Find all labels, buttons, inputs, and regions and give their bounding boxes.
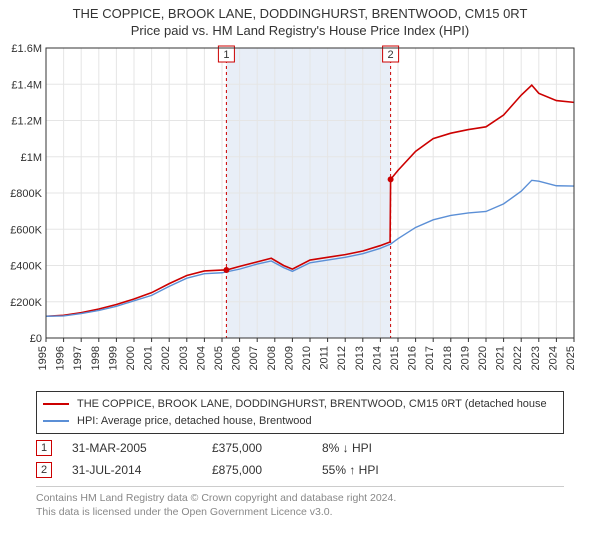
x-axis-tick-label: 2025	[565, 346, 577, 370]
x-axis-tick-label: 2021	[495, 346, 507, 370]
sale-row: 2 31-JUL-2014£875,00055% ↑ HPI	[36, 462, 564, 478]
sale-row-marker: 1	[36, 440, 52, 456]
legend-item: HPI: Average price, detached house, Bren…	[43, 413, 557, 430]
footer-line2: This data is licensed under the Open Gov…	[36, 505, 564, 519]
x-axis-tick-label: 2016	[407, 346, 419, 370]
legend-swatch	[43, 420, 69, 422]
y-axis-tick-label: £1.6M	[11, 44, 42, 55]
x-axis-tick-label: 2020	[477, 346, 489, 370]
x-axis-tick-label: 2013	[354, 346, 366, 370]
sale-row-delta: 8% ↓ HPI	[322, 441, 432, 455]
sale-marker-dot	[388, 176, 394, 182]
y-axis-tick-label: £800K	[10, 188, 42, 200]
x-axis-tick-label: 1995	[37, 346, 49, 370]
sale-marker-dot	[223, 267, 229, 273]
x-axis-tick-label: 2002	[160, 346, 172, 370]
x-axis-tick-label: 1997	[72, 346, 84, 370]
legend-item: THE COPPICE, BROOK LANE, DODDINGHURST, B…	[43, 396, 557, 413]
sale-row-delta: 55% ↑ HPI	[322, 463, 432, 477]
x-axis-tick-label: 2004	[195, 346, 207, 370]
x-axis-tick-label: 2005	[213, 346, 225, 370]
x-axis-tick-label: 2008	[266, 346, 278, 370]
y-axis-tick-label: £1.4M	[11, 79, 42, 91]
x-axis-tick-label: 2019	[459, 346, 471, 370]
x-axis-tick-label: 2006	[231, 346, 243, 370]
y-axis-tick-label: £400K	[10, 261, 42, 273]
x-axis-tick-label: 2012	[336, 346, 348, 370]
x-axis-tick-label: 2023	[530, 346, 542, 370]
x-axis-tick-label: 2009	[283, 346, 295, 370]
chart-area: £0 £200K £400K £600K £800K £1M £1.2M £1.4M £1.6M…	[10, 44, 590, 387]
sale-marker-label: 2	[388, 49, 394, 61]
y-axis-tick-label: £200K	[10, 297, 42, 309]
sales-table: 1 31-MAR-2005£375,0008% ↓ HPI 2 31-JUL-2014…	[0, 440, 600, 478]
x-axis-tick-label: 1996	[55, 346, 67, 370]
x-axis-tick-label: 2000	[125, 346, 137, 370]
x-axis-tick-label: 1999	[107, 346, 119, 370]
sale-row-marker: 2	[36, 462, 52, 478]
sale-marker-label: 1	[223, 49, 229, 61]
x-axis-tick-label: 2001	[143, 346, 155, 370]
sale-row: 1 31-MAR-2005£375,0008% ↓ HPI	[36, 440, 564, 456]
x-axis-tick-label: 2015	[389, 346, 401, 370]
footer-line1: Contains HM Land Registry data © Crown c…	[36, 491, 564, 505]
sale-row-price: £875,000	[212, 463, 322, 477]
attribution-footer: Contains HM Land Registry data © Crown c…	[36, 486, 564, 519]
x-axis-tick-label: 2010	[301, 346, 313, 370]
x-axis-tick-label: 2017	[424, 346, 436, 370]
legend-box: THE COPPICE, BROOK LANE, DODDINGHURST, B…	[36, 391, 564, 434]
chart-title-block: THE COPPICE, BROOK LANE, DODDINGHURST, B…	[0, 0, 600, 38]
x-axis-tick-label: 2011	[319, 346, 331, 370]
x-axis-tick-label: 1998	[90, 346, 102, 370]
y-axis-tick-label: £600K	[10, 224, 42, 236]
price-chart-svg: £0 £200K £400K £600K £800K £1M £1.2M £1.4M £1.6M…	[10, 44, 590, 384]
x-axis-tick-label: 2018	[442, 346, 454, 370]
legend-label: HPI: Average price, detached house, Bren…	[77, 413, 312, 430]
sale-row-date: 31-MAR-2005	[72, 441, 212, 455]
y-axis-tick-label: £1.2M	[11, 116, 42, 128]
y-axis-tick-label: £0	[30, 333, 42, 345]
y-axis-tick-label: £1M	[21, 152, 42, 164]
legend-label: THE COPPICE, BROOK LANE, DODDINGHURST, B…	[77, 396, 547, 413]
x-axis-tick-label: 2024	[547, 346, 559, 370]
sale-row-price: £375,000	[212, 441, 322, 455]
x-axis-tick-label: 2007	[248, 346, 260, 370]
chart-title-line2: Price paid vs. HM Land Registry's House …	[0, 23, 600, 38]
x-axis-tick-label: 2003	[178, 346, 190, 370]
x-axis-tick-label: 2014	[371, 346, 383, 370]
sale-row-date: 31-JUL-2014	[72, 463, 212, 477]
chart-title-line1: THE COPPICE, BROOK LANE, DODDINGHURST, B…	[0, 6, 600, 21]
legend-swatch	[43, 403, 69, 405]
x-axis-tick-label: 2022	[512, 346, 524, 370]
